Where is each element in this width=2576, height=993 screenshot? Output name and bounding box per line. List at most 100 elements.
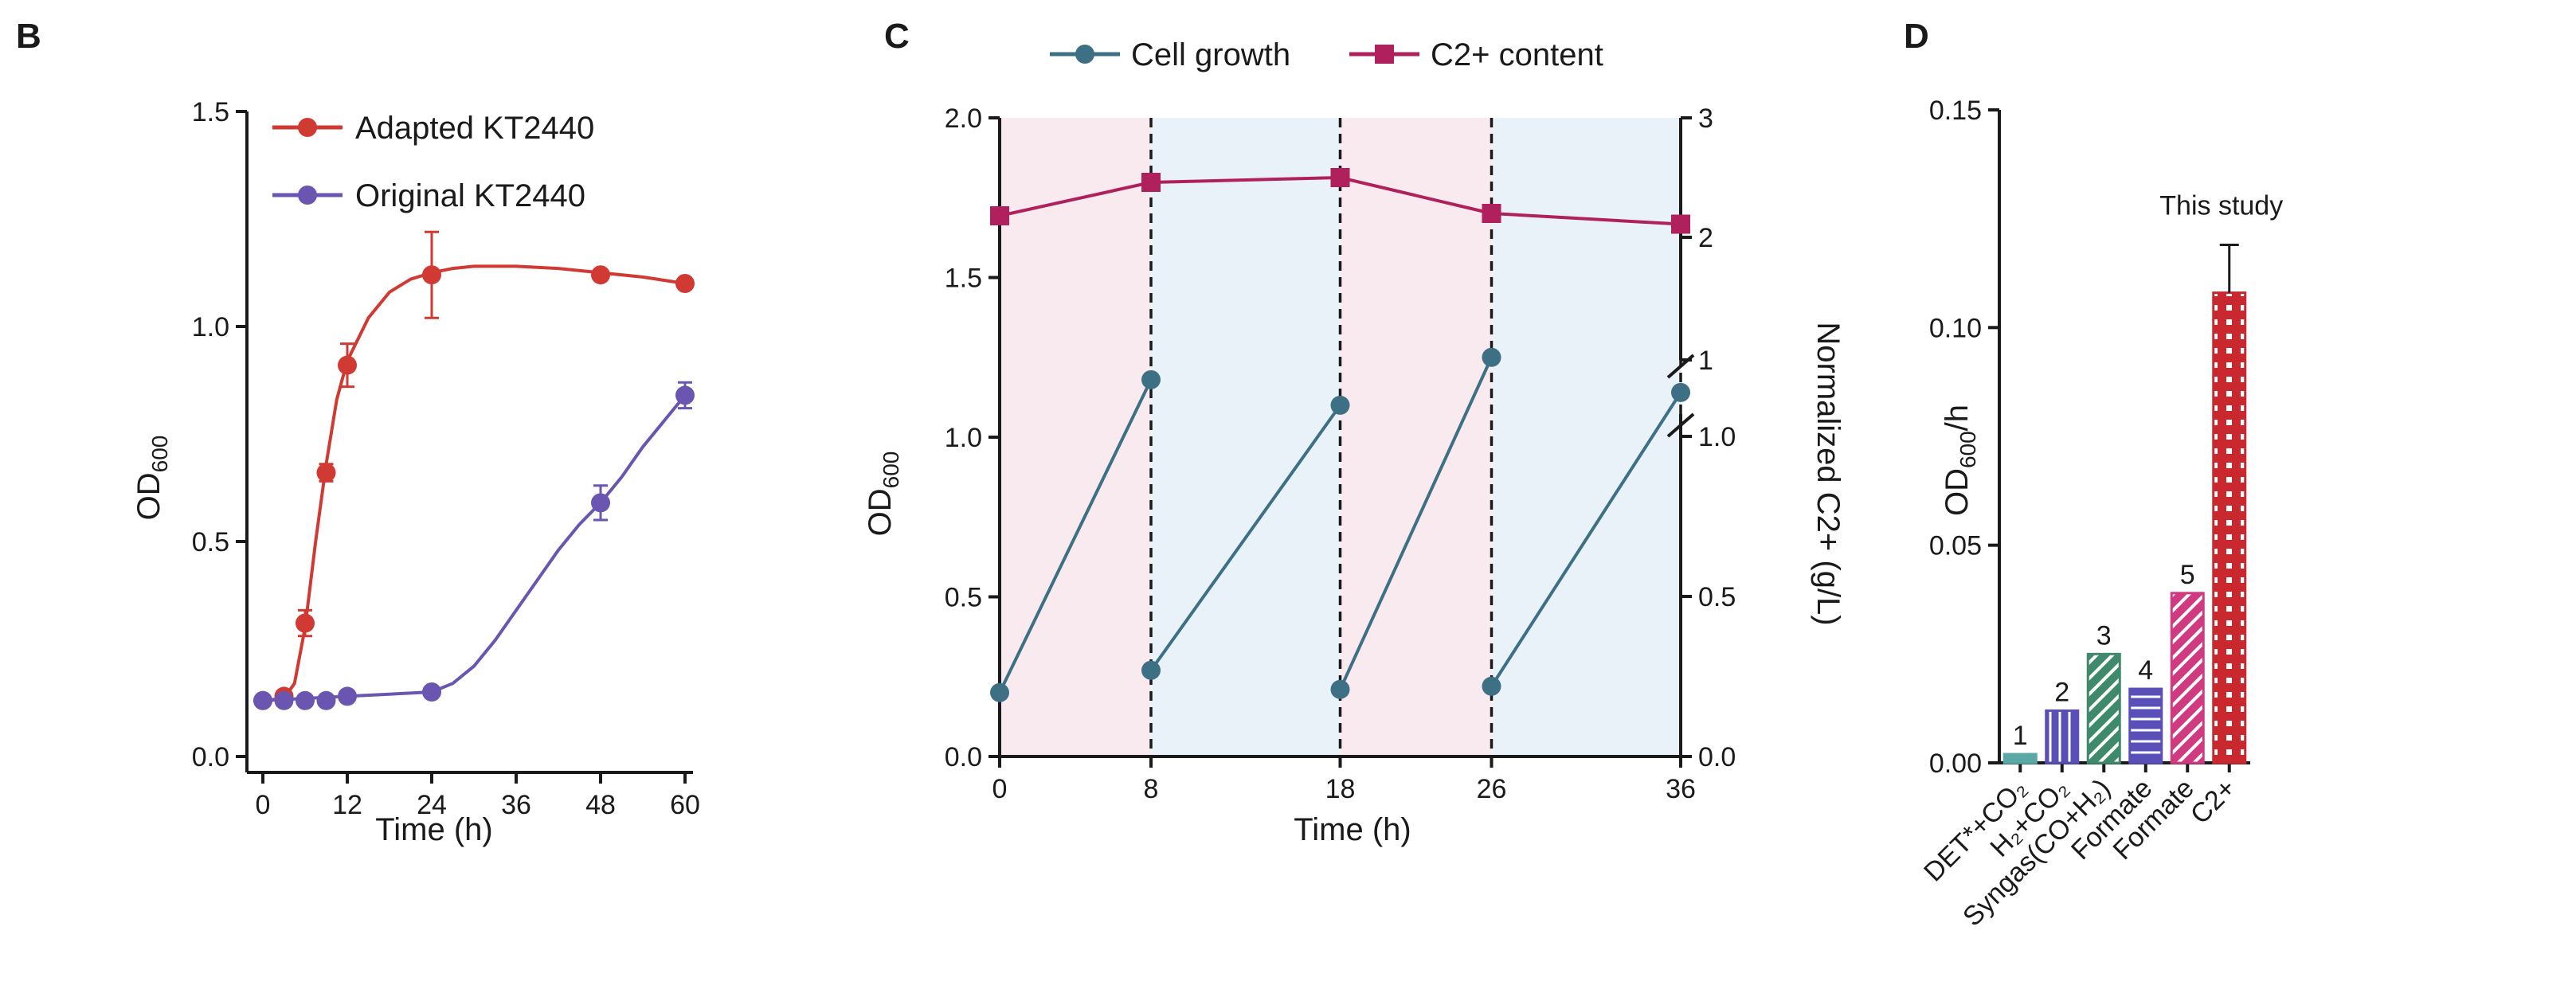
panel-d-bar-label: 5 xyxy=(2180,560,2195,590)
panel-b-marks xyxy=(253,230,695,710)
legend-label-c2-content: C2+ content xyxy=(1431,37,1603,72)
panel-d-ylabel: OD600/h xyxy=(1940,405,1980,516)
panel-c-y2tick-label: 3 xyxy=(1698,104,1713,134)
panel-c-ylabel-sub: 600 xyxy=(879,452,903,489)
panel-d-bar-label: 2 xyxy=(2054,677,2069,707)
panel-b-ytick-label: 1.0 xyxy=(192,312,229,342)
panel-c-cell-growth-point xyxy=(1482,347,1501,367)
panel-c-xtick-label: 26 xyxy=(1477,774,1507,804)
panel-c-cell-growth-point xyxy=(1141,369,1161,389)
panel-c-c2-point xyxy=(990,206,1009,225)
panel-c-cell-growth-point xyxy=(1482,676,1501,696)
panel-b-xlabel: Time (h) xyxy=(375,812,492,847)
panel-d-ytick-label: 0.05 xyxy=(1929,531,1982,561)
panel-d-bar-label: 3 xyxy=(2096,620,2112,651)
panel-b-ylabel-sub: 600 xyxy=(147,436,172,473)
panel-c-cell-growth-line xyxy=(998,378,1153,694)
panel-d-bar xyxy=(2002,753,2038,764)
panel-d-xtick-label: C2+ xyxy=(2185,773,2242,831)
legend-label-original: Original KT2440 xyxy=(355,178,585,213)
panel-c-ytick-label: 2.0 xyxy=(945,104,982,134)
panel-b-data-point xyxy=(274,690,294,710)
panel-b-data-point xyxy=(591,493,610,513)
panel-b-xtick-label: 12 xyxy=(332,790,362,820)
panel-c-xtick-label: 18 xyxy=(1325,774,1356,804)
panel-c-y2label: Normalized C2+ (g/L) xyxy=(1811,322,1846,625)
panel-d-ylabel-sub: 600 xyxy=(1955,431,1980,468)
panel-b-xtick-label: 24 xyxy=(417,790,447,820)
panel-c-cell-growth-line xyxy=(1490,391,1682,687)
panel-b-xtick-label: 36 xyxy=(501,790,531,820)
legend-marker-adapted xyxy=(298,118,317,137)
panel-c-y2tick-label: 2 xyxy=(1698,223,1713,253)
panel-b-data-point xyxy=(338,355,357,375)
panel-d-bar-label: 1 xyxy=(2013,721,2028,751)
panel-d-bar xyxy=(2128,687,2163,764)
panel-d-ytick-label: 0.15 xyxy=(1929,96,1982,126)
panel-b-data-point xyxy=(675,274,695,293)
panel-b-data-point xyxy=(422,265,441,285)
panel-b-ytick-label: 0.0 xyxy=(192,742,229,772)
panel-c-shaded-band xyxy=(1000,118,1151,756)
panel-b-series-line xyxy=(262,264,686,702)
panel-c-ylabel: OD600 xyxy=(863,452,903,537)
panel-d-bar-label: 4 xyxy=(2138,655,2153,686)
panel-c-shaded-band xyxy=(1151,118,1341,756)
panel-d-ytick-label: 0.10 xyxy=(1929,313,1982,343)
panel-b-data-point xyxy=(591,265,610,285)
panel-c-marks xyxy=(990,168,1690,702)
panel-b-axes: 0.0 0.5 1.0 1.5 0 12 24 36 48 60 xyxy=(192,97,700,820)
panel-c-chart: 0.0 0.5 1.0 1.5 2.0 0.0 0.5 1.0 1 2 3 0 8 18 26 36 Cell… xyxy=(863,37,1846,847)
panel-c-c2-point xyxy=(1482,204,1501,223)
panel-b-data-point xyxy=(675,385,695,405)
panel-b-ylabel-main: OD xyxy=(131,472,166,520)
panel-c-xlabel: Time (h) xyxy=(1294,812,1411,847)
panel-b-data-point xyxy=(422,682,441,702)
panel-d-ytick-label: 0.00 xyxy=(1929,749,1982,779)
panel-c-cell-growth-point xyxy=(1671,382,1690,402)
panel-c-y2tick-label: 1.0 xyxy=(1698,422,1736,452)
panel-b-data-point xyxy=(296,613,315,633)
panel-c-shaded-band xyxy=(1491,118,1681,756)
panel-b-data-point xyxy=(316,463,336,483)
panel-c-cell-growth-point xyxy=(1330,395,1350,415)
panel-c-shaded-band xyxy=(1340,118,1492,756)
panel-d-ylabel-main: OD xyxy=(1940,468,1975,516)
panel-c-cell-growth-line xyxy=(1338,356,1494,690)
panel-c-y2tick-label: 1 xyxy=(1698,346,1713,376)
panel-b-data-point xyxy=(338,686,357,706)
panel-c-legend: Cell growth C2+ content xyxy=(1050,37,1603,72)
panel-d-bar xyxy=(2212,291,2247,764)
panel-c-cell-growth-point xyxy=(990,682,1009,702)
panel-b-ytick-label: 1.5 xyxy=(192,97,229,127)
panel-c-axes: 0.0 0.5 1.0 1.5 2.0 0.0 0.5 1.0 1 2 3 0 8 18 26 36 xyxy=(945,104,1736,804)
panel-c-y2tick-label: 0.0 xyxy=(1698,742,1736,772)
panel-b-series-line xyxy=(262,394,687,702)
panel-d-annotation: This study xyxy=(2159,190,2283,221)
panel-b-xtick-label: 60 xyxy=(670,790,700,820)
panel-c-ytick-label: 1.5 xyxy=(945,264,982,294)
panel-d-bar xyxy=(2045,709,2080,764)
panel-b-chart: 0.0 0.5 1.0 1.5 0 12 24 36 48 60 Adapted KT2440 O… xyxy=(131,97,700,847)
panel-b-xtick-label: 0 xyxy=(256,790,271,820)
panel-c-ylabel-main: OD xyxy=(863,488,898,536)
legend-marker-original xyxy=(298,186,317,205)
panel-d-chart: 0.000.050.100.15DET*+CO₂H₂+CO₂Syngas(CO+… xyxy=(1918,96,2283,932)
panel-d-bar xyxy=(2086,652,2121,764)
panel-c-cell-growth-point xyxy=(1330,679,1350,699)
legend-marker-c2-content xyxy=(1375,45,1394,64)
panel-b-xtick-label: 48 xyxy=(585,790,616,820)
panel-c-y2tick-label: 0.5 xyxy=(1698,582,1736,612)
panel-b-ylabel: OD600 xyxy=(131,436,172,521)
panel-b-data-point xyxy=(296,690,315,710)
panel-c-xtick-label: 0 xyxy=(992,774,1008,804)
panel-letter-b: B xyxy=(16,17,41,56)
panel-c-c2-point xyxy=(1671,214,1690,234)
panel-letter-d: D xyxy=(1904,17,1929,56)
legend-label-cell-growth: Cell growth xyxy=(1131,37,1290,72)
panel-c-c2-point xyxy=(1330,168,1350,187)
panel-b-data-point xyxy=(316,690,336,710)
panel-letter-c: C xyxy=(884,17,910,56)
